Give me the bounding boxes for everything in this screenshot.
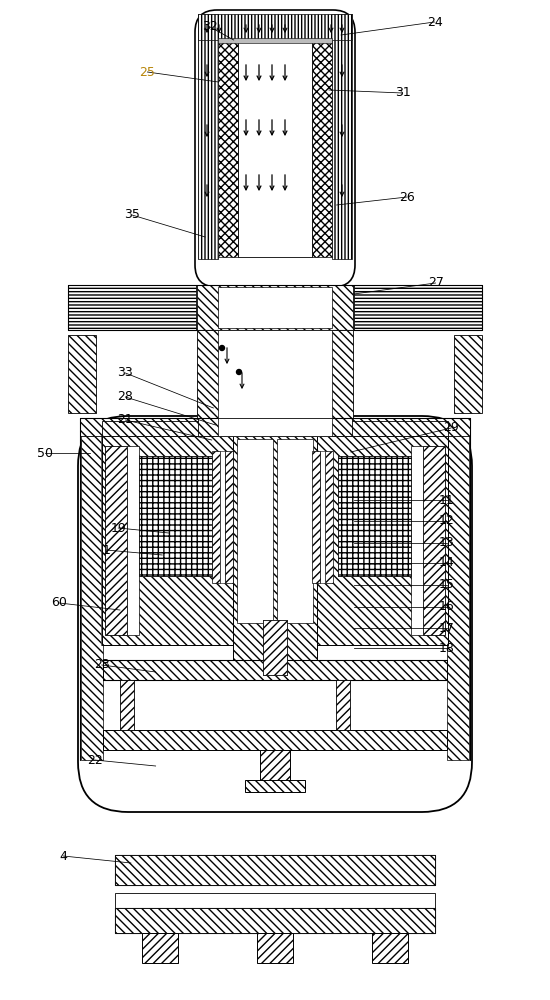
Text: 15: 15 xyxy=(439,578,454,591)
Bar xyxy=(115,893,435,908)
Bar xyxy=(225,451,233,583)
Bar xyxy=(312,41,332,257)
Text: 1: 1 xyxy=(102,544,110,556)
Bar xyxy=(238,41,312,257)
Text: 18: 18 xyxy=(439,642,454,654)
FancyBboxPatch shape xyxy=(195,10,355,287)
Bar xyxy=(102,421,248,436)
Text: 14: 14 xyxy=(439,556,454,569)
Text: 24: 24 xyxy=(427,15,442,28)
Bar xyxy=(338,456,411,576)
Bar xyxy=(245,780,305,792)
Text: 17: 17 xyxy=(439,621,454,635)
Bar xyxy=(218,287,332,328)
Text: 19: 19 xyxy=(111,522,126,534)
Bar xyxy=(80,418,470,436)
Bar xyxy=(332,14,352,259)
Bar xyxy=(336,680,350,730)
Bar xyxy=(120,680,134,730)
Text: 4: 4 xyxy=(59,849,67,862)
Bar xyxy=(103,660,447,680)
Bar xyxy=(142,933,178,963)
FancyBboxPatch shape xyxy=(78,416,472,812)
Bar xyxy=(233,436,317,660)
Text: 33: 33 xyxy=(118,366,133,379)
Text: 60: 60 xyxy=(52,596,67,609)
Bar xyxy=(127,446,139,635)
Bar xyxy=(454,335,482,413)
Bar xyxy=(446,436,448,645)
Text: 11: 11 xyxy=(439,493,454,506)
Text: 35: 35 xyxy=(124,209,140,222)
Bar xyxy=(198,418,352,436)
Bar xyxy=(212,451,220,583)
Bar xyxy=(218,38,332,43)
Text: 31: 31 xyxy=(395,87,410,100)
Text: 50: 50 xyxy=(37,447,53,460)
Bar xyxy=(263,620,287,675)
Bar xyxy=(237,439,273,623)
Bar xyxy=(115,855,435,885)
Bar xyxy=(102,436,248,645)
Text: 27: 27 xyxy=(428,276,443,289)
Bar xyxy=(325,451,333,583)
Bar xyxy=(103,730,447,750)
Bar xyxy=(139,456,212,576)
Text: 23: 23 xyxy=(94,659,109,672)
Text: 25: 25 xyxy=(140,66,155,79)
Text: 13: 13 xyxy=(439,536,454,550)
Text: 21: 21 xyxy=(118,413,133,426)
Text: 22: 22 xyxy=(87,754,102,766)
Text: 29: 29 xyxy=(443,421,459,434)
Bar xyxy=(68,335,96,413)
Bar xyxy=(198,14,218,259)
Bar xyxy=(263,620,287,675)
Bar xyxy=(139,456,212,576)
Text: 28: 28 xyxy=(118,390,133,403)
Bar xyxy=(103,730,447,750)
Bar xyxy=(81,418,103,760)
Text: 16: 16 xyxy=(439,600,454,613)
Bar xyxy=(105,446,127,635)
Bar xyxy=(218,418,332,436)
Bar xyxy=(115,855,435,885)
Bar xyxy=(302,421,448,436)
Bar xyxy=(372,933,408,963)
Bar xyxy=(447,418,469,760)
Bar xyxy=(115,908,435,933)
Bar xyxy=(115,908,435,933)
Circle shape xyxy=(219,346,224,351)
Text: 26: 26 xyxy=(399,191,415,204)
Bar xyxy=(354,285,482,330)
Bar xyxy=(257,933,293,963)
Bar xyxy=(260,750,290,780)
Bar xyxy=(68,285,196,330)
Text: 12: 12 xyxy=(439,514,454,528)
Bar xyxy=(411,446,423,635)
Bar xyxy=(423,446,445,635)
Bar xyxy=(197,285,353,330)
Bar xyxy=(302,436,448,645)
Bar xyxy=(312,451,320,583)
Bar xyxy=(218,41,238,257)
Circle shape xyxy=(236,369,241,374)
Bar xyxy=(277,439,313,623)
Bar xyxy=(101,436,103,645)
Text: 32: 32 xyxy=(202,20,218,33)
Bar xyxy=(338,456,411,576)
Bar xyxy=(197,330,353,418)
Bar xyxy=(198,14,352,40)
Bar xyxy=(220,451,225,583)
Bar xyxy=(320,451,325,583)
Bar xyxy=(218,330,332,418)
